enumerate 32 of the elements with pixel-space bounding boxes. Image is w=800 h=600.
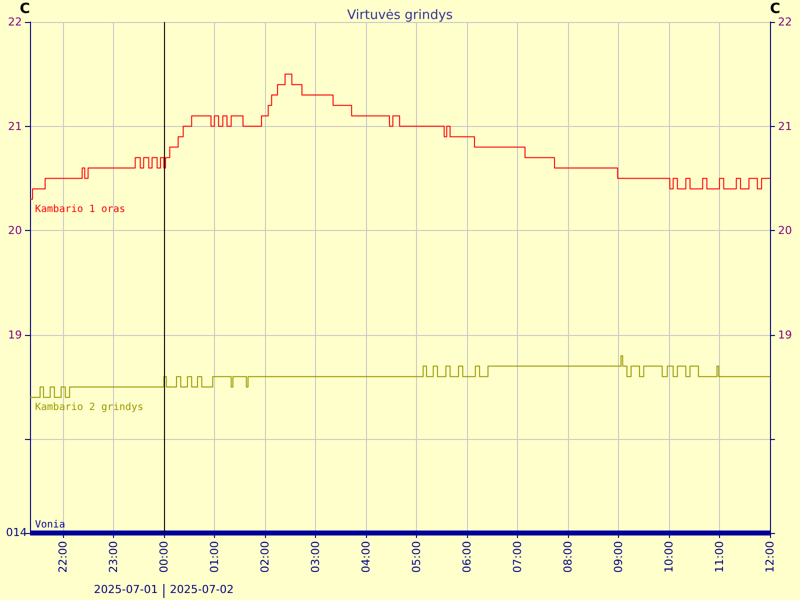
x-tick-label: 09:00 <box>612 541 625 573</box>
y2-tick-label: 21 <box>778 120 792 133</box>
series-label: Kambario 1 oras <box>35 204 126 215</box>
text: 014 <box>6 526 28 539</box>
series-label: Vonia <box>35 520 66 530</box>
y2-tick-label: 19 <box>778 328 792 342</box>
x-tick-label: 04:00 <box>359 541 372 573</box>
y-axis-title: C <box>20 1 30 17</box>
x-tick-label: 12:00 <box>764 541 776 573</box>
y-tick-label: 20 <box>8 224 22 238</box>
series-label: Kambario 2 grindys <box>35 402 144 413</box>
x-tick-label: 07:00 <box>510 541 524 573</box>
x-tick-label: 08:00 <box>561 541 574 573</box>
y2-tick-label: 20 <box>778 224 792 238</box>
x-tick-label: 03:00 <box>308 541 322 573</box>
x-tick-label: 23:00 <box>106 541 120 573</box>
x-tick-label: 06:00 <box>460 541 474 573</box>
chart-title: Virtuvės grindys <box>347 8 454 23</box>
y-tick-label: 21 <box>8 120 22 133</box>
x-tick-label: 01:00 <box>208 541 221 573</box>
x-tick-label: 22:00 <box>56 541 70 573</box>
y2-tick-label: 22 <box>778 16 792 28</box>
y-tick-label: 19 <box>8 328 22 342</box>
y2-axis-title: C <box>770 1 780 17</box>
x-tick-label: 05:00 <box>410 541 423 573</box>
x-tick-label: 11:00 <box>712 541 726 573</box>
text: 2025-07-01 <box>94 583 158 596</box>
x-tick-label: 02:00 <box>258 541 272 573</box>
text: 2025-07-02 <box>170 583 234 596</box>
x-tick-label: 00:00 <box>157 541 170 573</box>
x-tick-label: 10:00 <box>662 541 676 573</box>
y-tick-label: 22 <box>8 16 22 28</box>
